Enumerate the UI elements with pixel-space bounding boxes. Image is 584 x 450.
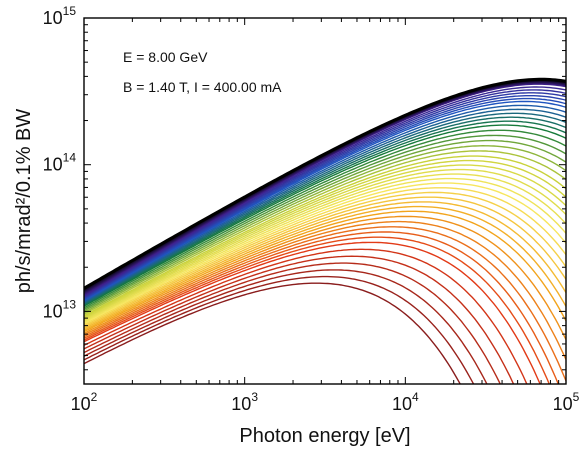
plot-frame bbox=[83, 17, 567, 385]
flux-curve bbox=[84, 95, 566, 300]
y-tick-label: 1014 bbox=[43, 151, 77, 175]
flux-curve bbox=[84, 182, 566, 324]
flux-curve bbox=[84, 104, 566, 303]
flux-curve bbox=[84, 120, 566, 306]
flux-curve bbox=[84, 112, 566, 304]
flux-curve bbox=[84, 150, 566, 315]
flux-curve bbox=[84, 129, 566, 309]
flux-curve bbox=[84, 187, 566, 326]
y-tick-label: 1015 bbox=[43, 4, 77, 28]
flux-curve bbox=[84, 124, 566, 307]
flux-curve bbox=[84, 275, 475, 384]
flux-curve bbox=[84, 86, 566, 297]
flux-curve bbox=[84, 220, 566, 360]
x-tick-label: 105 bbox=[553, 390, 580, 414]
annotation-energy: E = 8.00 GeV bbox=[123, 49, 208, 65]
envelope-curve bbox=[84, 77, 566, 290]
flux-curve bbox=[84, 139, 566, 312]
flux-curve bbox=[84, 177, 566, 323]
flux-curve bbox=[84, 210, 566, 333]
flux-curve bbox=[84, 108, 566, 304]
x-tick-label: 103 bbox=[231, 390, 258, 414]
flux-curve bbox=[84, 241, 541, 384]
flux-curve bbox=[84, 255, 515, 384]
annotation-field-current: B = 1.40 T, I = 400.00 mA bbox=[123, 79, 282, 95]
flux-curve bbox=[84, 89, 566, 298]
flux-curve bbox=[84, 100, 566, 302]
flux-curve bbox=[84, 205, 566, 331]
flux-curve bbox=[84, 144, 566, 314]
flux-curve bbox=[84, 201, 566, 330]
flux-curve bbox=[84, 155, 566, 317]
y-tick-label: 1013 bbox=[43, 297, 77, 321]
flux-curve bbox=[84, 173, 566, 322]
flux-curve bbox=[84, 226, 566, 382]
flux-curve bbox=[84, 215, 566, 340]
flux-curve bbox=[84, 134, 566, 311]
flux-curve bbox=[84, 97, 566, 301]
flux-curve bbox=[84, 191, 566, 327]
x-tick-label: 104 bbox=[392, 390, 419, 414]
flux-curve bbox=[84, 231, 560, 384]
curve-group bbox=[84, 77, 566, 384]
flux-curve bbox=[84, 159, 566, 318]
flux-curve bbox=[84, 282, 461, 384]
flux-curve bbox=[84, 269, 488, 384]
flux-curve bbox=[84, 236, 550, 384]
y-axis-title: ph/s/mrad²/0.1% BW bbox=[13, 109, 35, 294]
flux-curve bbox=[84, 81, 566, 293]
x-tick-group: 102 103 104 105 bbox=[71, 18, 580, 414]
flux-curve bbox=[84, 92, 566, 299]
flux-curve bbox=[84, 196, 566, 329]
y-tick-group: 1013 1014 1015 bbox=[43, 4, 566, 371]
flux-curve bbox=[84, 116, 566, 305]
flux-curve bbox=[84, 168, 566, 321]
x-axis-title: Photon energy [eV] bbox=[239, 425, 410, 447]
x-tick-label: 102 bbox=[71, 390, 98, 414]
flux-curve bbox=[84, 248, 528, 384]
flux-curve bbox=[84, 164, 566, 319]
flux-curve bbox=[84, 262, 501, 384]
